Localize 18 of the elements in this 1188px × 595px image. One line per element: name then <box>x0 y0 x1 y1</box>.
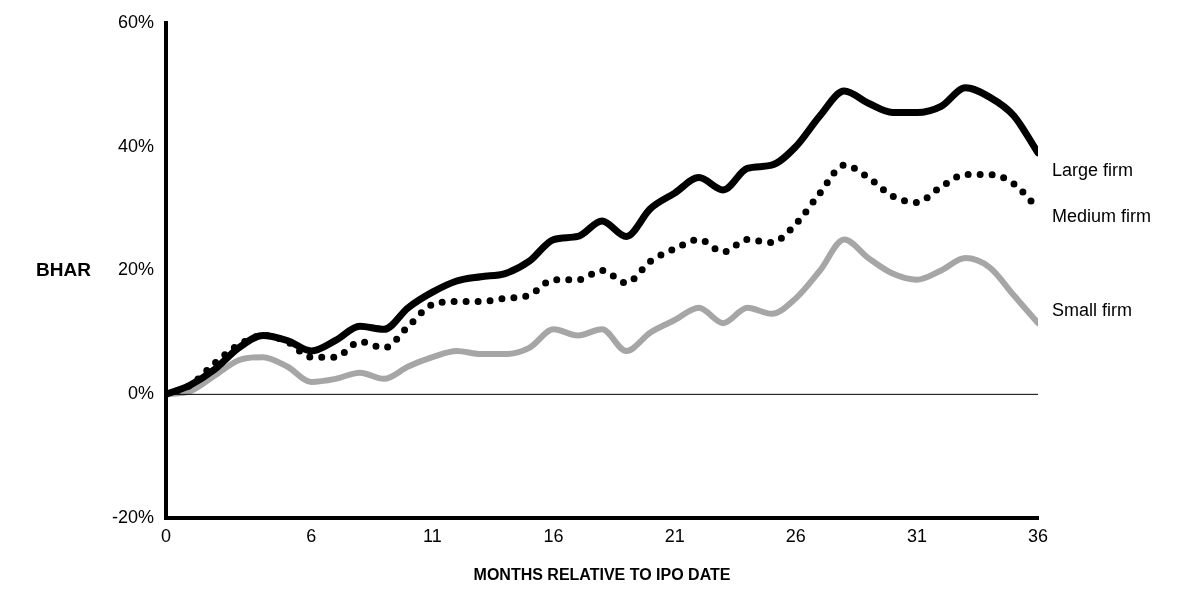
series-label: Small firm <box>1052 300 1132 321</box>
x-tick-label: 26 <box>785 525 806 546</box>
x-axis-title: MONTHS RELATIVE TO IPO DATE <box>473 565 731 583</box>
x-tick-label: 31 <box>906 525 927 546</box>
x-tick-label: 6 <box>306 525 317 546</box>
y-tick-label: 0% <box>128 383 155 404</box>
x-tick-label: 21 <box>664 525 685 546</box>
series-label: Large firm <box>1052 159 1134 180</box>
y-tick-label: 40% <box>117 135 155 156</box>
y-tick-label: 60% <box>117 11 155 32</box>
y-tick-label: 20% <box>117 259 155 280</box>
y-axis-title: BHAR <box>36 258 92 280</box>
x-tick-label: 16 <box>543 525 564 546</box>
x-tick-label: 36 <box>1027 525 1049 546</box>
x-tick-label: 11 <box>423 525 442 546</box>
y-tick-label: -20% <box>111 507 155 528</box>
series-label: Medium firm <box>1052 205 1152 226</box>
x-tick-label: 0 <box>161 525 172 546</box>
